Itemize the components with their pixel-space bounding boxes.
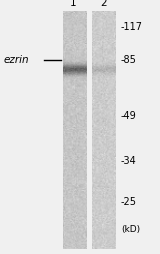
- Text: 1: 1: [70, 0, 77, 8]
- Text: (kD): (kD): [122, 225, 141, 234]
- Text: -117: -117: [121, 22, 143, 32]
- Text: -25: -25: [121, 197, 137, 207]
- Text: ezrin: ezrin: [3, 55, 29, 65]
- Text: -34: -34: [121, 156, 136, 166]
- Text: 2: 2: [100, 0, 107, 8]
- Text: -85: -85: [121, 55, 137, 65]
- Text: -49: -49: [121, 110, 136, 121]
